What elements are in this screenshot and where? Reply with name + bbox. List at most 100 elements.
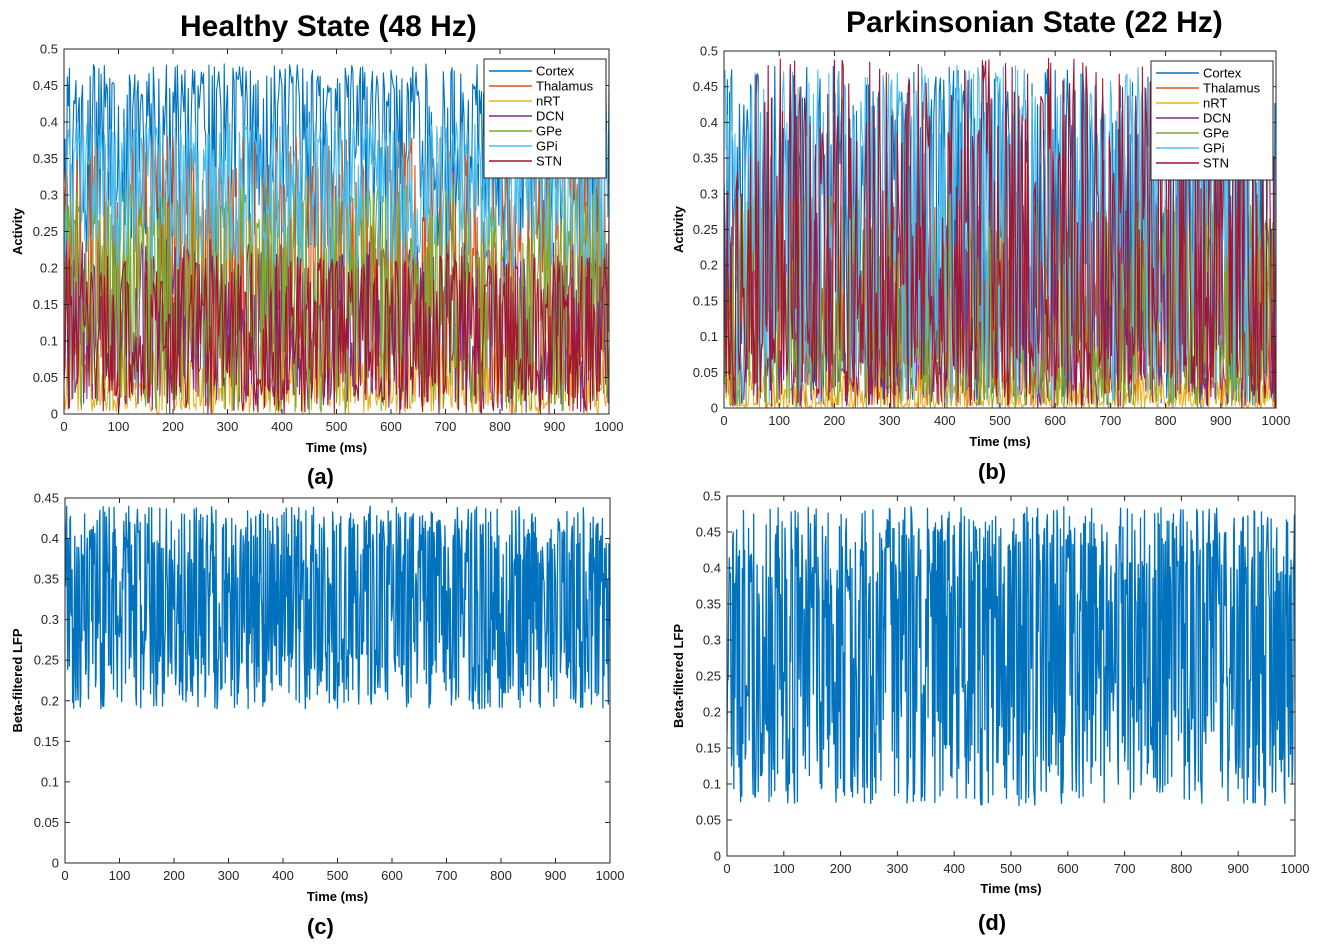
legend-label-cortex: Cortex bbox=[536, 64, 575, 79]
y-tick-label: 0 bbox=[51, 407, 58, 422]
x-tick-label: 600 bbox=[380, 419, 402, 434]
chart-a-svg: 0 100 200 300 400 500 600 700 800 900 1000 0 0.05 0.1… bbox=[10, 42, 623, 456]
y-tick-label: 0 bbox=[714, 849, 721, 864]
y-tick-label: 0.35 bbox=[696, 597, 721, 612]
panel-a-title: Healthy State (48 Hz) bbox=[180, 10, 477, 43]
x-tick-label: 300 bbox=[218, 868, 240, 883]
x-tick-label: 900 bbox=[1210, 413, 1232, 428]
panel-b-title: Parkinsonian State (22 Hz) bbox=[846, 6, 1223, 39]
x-axis-title: Time (ms) bbox=[307, 889, 368, 904]
y-tick-label: 0.5 bbox=[703, 489, 721, 504]
legend-label-gpe: GPe bbox=[1203, 126, 1229, 141]
x-tick-label: 100 bbox=[108, 419, 130, 434]
series-group bbox=[724, 57, 1276, 408]
panel-c-caption: (c) bbox=[307, 914, 334, 939]
series-group bbox=[65, 505, 610, 710]
x-tick-label: 100 bbox=[109, 868, 131, 883]
x-tick-label: 700 bbox=[435, 419, 457, 434]
y-axis-title: Beta-filtered LFP bbox=[10, 628, 25, 732]
x-tick-label: 700 bbox=[1100, 413, 1122, 428]
x-tick-label: 0 bbox=[60, 419, 67, 434]
x-tick-label: 800 bbox=[489, 419, 511, 434]
panel-a-caption: (a) bbox=[307, 464, 334, 489]
y-axis-title: Beta-filtered LFP bbox=[671, 624, 686, 728]
y-tick-label: 0.15 bbox=[33, 297, 58, 312]
y-tick-label: 0.5 bbox=[700, 44, 718, 59]
y-tick-label: 0.05 bbox=[33, 370, 58, 385]
x-tick-label: 0 bbox=[720, 413, 727, 428]
y-tick-label: 0.2 bbox=[703, 705, 721, 720]
y-tick-label: 0.25 bbox=[34, 653, 59, 668]
y-tick-label: 0.3 bbox=[703, 633, 721, 648]
x-tick-label: 200 bbox=[163, 868, 185, 883]
y-tick-label: 0.4 bbox=[700, 115, 718, 130]
series-line-nrt bbox=[724, 371, 1276, 408]
x-tick-label: 300 bbox=[217, 419, 239, 434]
x-tick-label: 400 bbox=[272, 868, 294, 883]
y-tick-label: 0.4 bbox=[41, 531, 59, 546]
y-tick-label: 0.45 bbox=[696, 525, 721, 540]
x-tick-label: 900 bbox=[544, 419, 566, 434]
x-tick-label: 1000 bbox=[1262, 413, 1291, 428]
legend-label-cortex: Cortex bbox=[1203, 66, 1242, 81]
x-tick-label: 300 bbox=[887, 861, 909, 876]
y-tick-label: 0.35 bbox=[33, 151, 58, 166]
x-tick-label: 300 bbox=[879, 413, 901, 428]
x-tick-label: 200 bbox=[830, 861, 852, 876]
chart-b-svg: 0 100 200 300 400 500 600 700 800 900 1000 0 0.05 0.1… bbox=[671, 44, 1291, 450]
x-tick-label: 600 bbox=[1057, 861, 1079, 876]
y-tick-label: 0 bbox=[52, 856, 59, 871]
y-tick-label: 0.15 bbox=[34, 734, 59, 749]
y-tick-label: 0.15 bbox=[693, 293, 718, 308]
x-tick-label: 500 bbox=[1000, 861, 1022, 876]
x-tick-label: 800 bbox=[490, 868, 512, 883]
x-tick-label: 1000 bbox=[596, 868, 625, 883]
y-tick-label: 0 bbox=[711, 401, 718, 416]
x-tick-label: 200 bbox=[162, 419, 184, 434]
x-tick-label: 900 bbox=[545, 868, 567, 883]
x-tick-label: 600 bbox=[1044, 413, 1066, 428]
x-tick-label: 100 bbox=[768, 413, 790, 428]
y-tick-label: 0.45 bbox=[34, 491, 59, 506]
x-tick-label: 0 bbox=[723, 861, 730, 876]
x-tick-label: 400 bbox=[271, 419, 293, 434]
series-line-lfp bbox=[65, 505, 610, 710]
x-tick-label: 800 bbox=[1155, 413, 1177, 428]
series-line-lfp bbox=[727, 506, 1295, 807]
y-tick-label: 0.05 bbox=[696, 813, 721, 828]
x-tick-label: 500 bbox=[327, 868, 349, 883]
x-tick-label: 800 bbox=[1171, 861, 1193, 876]
y-tick-label: 0.1 bbox=[41, 774, 59, 789]
chart-c-svg: 0 100 200 300 400 500 600 700 800 900 1000 0 0.05 0.1… bbox=[10, 491, 625, 905]
y-tick-label: 0.05 bbox=[34, 815, 59, 830]
legend-label-dcn: DCN bbox=[1203, 111, 1231, 126]
y-tick-label: 0.25 bbox=[33, 224, 58, 239]
y-tick-label: 0.1 bbox=[40, 334, 58, 349]
legend-label-gpi: GPi bbox=[536, 139, 558, 154]
y-axis-title: Activity bbox=[10, 207, 25, 255]
series-group bbox=[64, 63, 609, 414]
y-tick-label: 0.1 bbox=[703, 777, 721, 792]
panel-b-caption: (b) bbox=[978, 459, 1007, 484]
y-tick-label: 0.4 bbox=[703, 561, 721, 576]
y-tick-label: 0.4 bbox=[40, 115, 58, 130]
y-tick-label: 0.2 bbox=[41, 693, 59, 708]
y-tick-label: 0.3 bbox=[41, 612, 59, 627]
y-tick-label: 0.25 bbox=[693, 222, 718, 237]
y-tick-label: 0.35 bbox=[34, 572, 59, 587]
legend-label-nrt: nRT bbox=[536, 94, 560, 109]
x-tick-label: 200 bbox=[824, 413, 846, 428]
y-tick-label: 0.3 bbox=[700, 186, 718, 201]
y-tick-label: 0.15 bbox=[696, 741, 721, 756]
x-tick-label: 700 bbox=[436, 868, 458, 883]
series-line-stn bbox=[724, 57, 1276, 408]
x-tick-label: 400 bbox=[934, 413, 956, 428]
y-tick-label: 0.5 bbox=[40, 42, 58, 57]
legend-label-thalamus: Thalamus bbox=[536, 79, 594, 94]
y-tick-label: 0.45 bbox=[693, 79, 718, 94]
legend-label-stn: STN bbox=[536, 154, 562, 169]
y-tick-label: 0.45 bbox=[33, 78, 58, 93]
legend-box bbox=[483, 58, 607, 179]
